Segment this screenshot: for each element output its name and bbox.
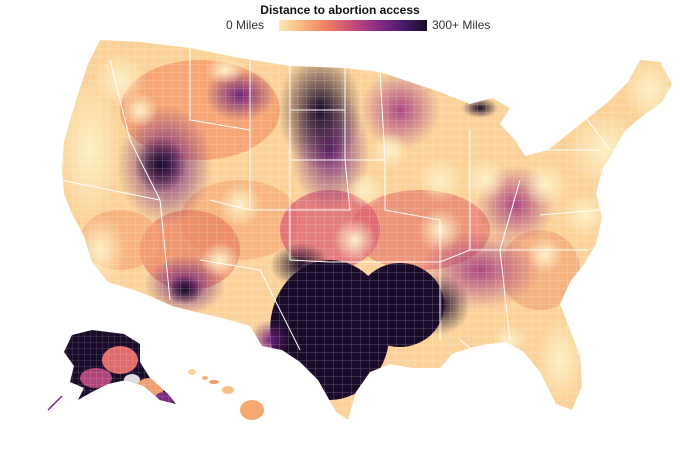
aleutian-islands: [47, 395, 63, 411]
alaska: [64, 330, 176, 404]
hawaii: [188, 369, 264, 420]
legend-color-bar: [279, 20, 427, 31]
legend: 0 Miles 300+ Miles: [226, 18, 496, 34]
legend-max-label: 300+ Miles: [432, 18, 491, 32]
legend-min-label: 0 Miles: [226, 18, 265, 32]
legend-title: Distance to abortion access: [260, 3, 420, 17]
